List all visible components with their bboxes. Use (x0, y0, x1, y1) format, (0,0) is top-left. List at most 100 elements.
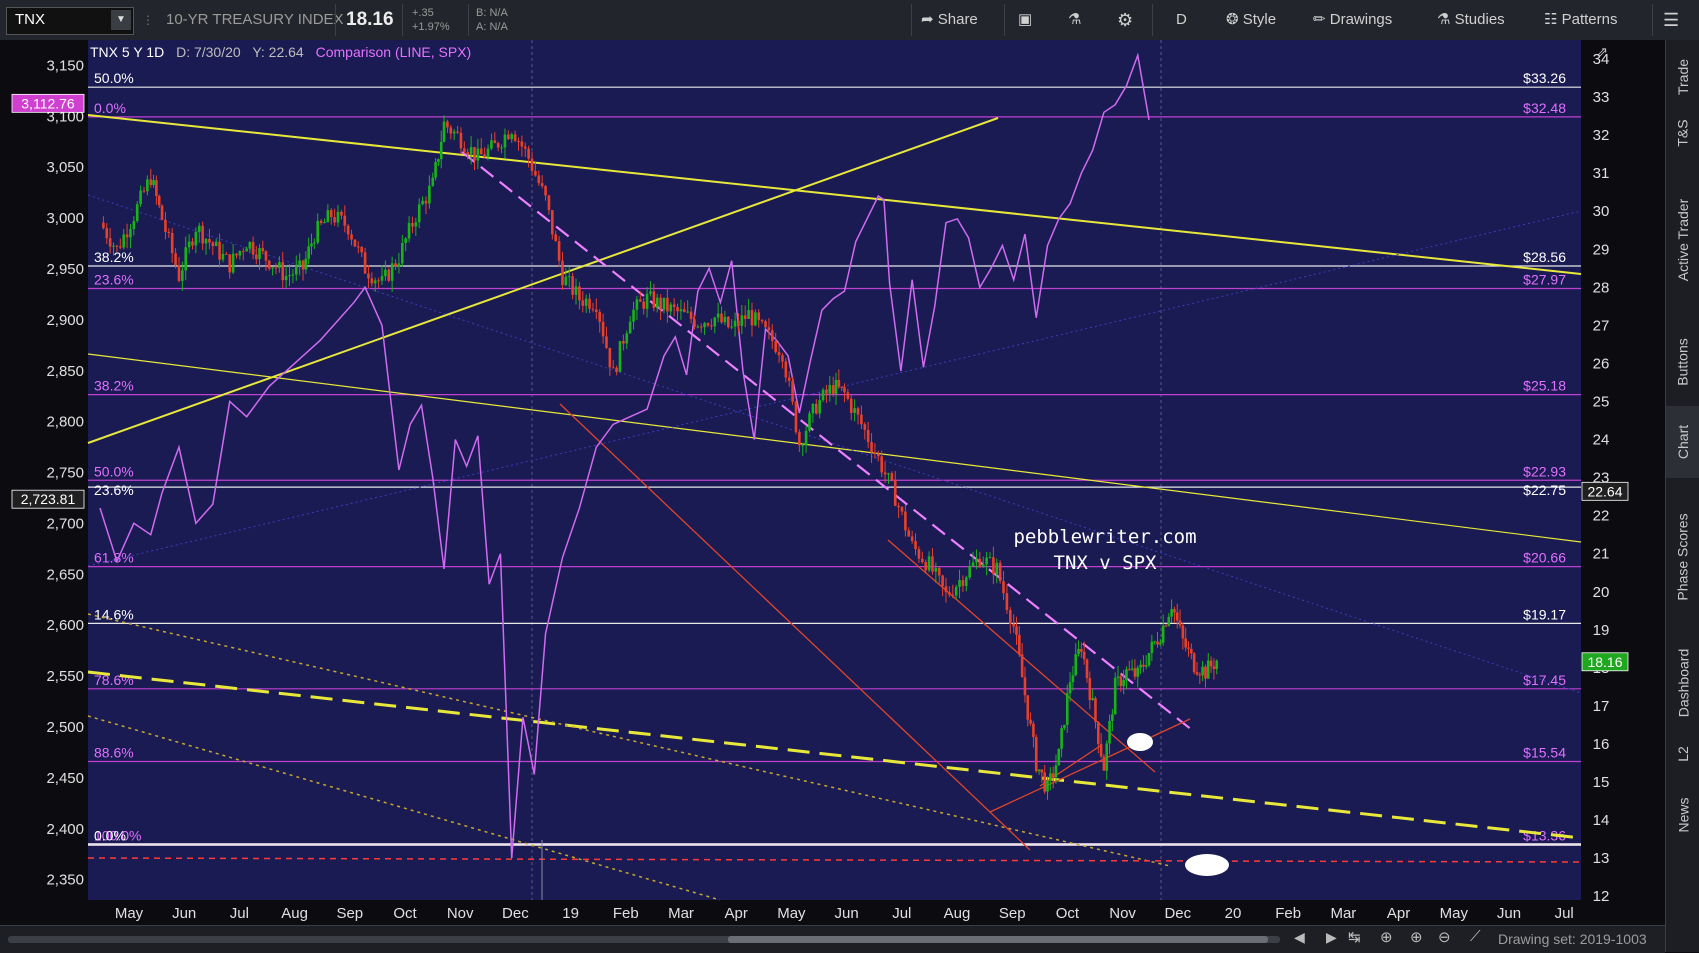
candle-body (1108, 720, 1111, 744)
period-button[interactable]: D (1176, 11, 1187, 28)
style-button[interactable]: ❂ Style (1226, 11, 1277, 28)
gear-icon[interactable]: ⚙ (1117, 10, 1134, 30)
candle-body (319, 220, 323, 224)
side-tab-label: Active Trader (1675, 198, 1692, 282)
candle-body (142, 190, 146, 192)
symbol-dropdown-icon[interactable]: ▼ (111, 10, 131, 30)
right-axis-tick: 12 (1593, 888, 1610, 905)
thin-yellow-line (87, 353, 1582, 543)
spx-cursor-tag-bg (11, 489, 85, 509)
candle-body (261, 248, 265, 252)
red-channel-lower (559, 403, 1031, 851)
side-tab-label: Phase Scores (1675, 513, 1692, 601)
x-axis: May Jun Jul Aug Sep Oct Nov Dec 19 Feb Mar Apr May Ju… (115, 905, 1574, 922)
studies-button[interactable]: ⚗ Studies (1437, 11, 1505, 28)
candle-body (750, 310, 754, 326)
crosshair-icon[interactable]: ⊕ (1380, 929, 1393, 946)
flask-icon[interactable]: ⚗ (1068, 11, 1082, 28)
fib-label-left: 50.0% (94, 70, 134, 86)
candle-body (326, 210, 330, 223)
candle-body (1063, 724, 1066, 729)
candle-body (787, 377, 791, 381)
candle-body (1212, 666, 1216, 669)
candle-body (1159, 642, 1162, 645)
yellow-support-line (87, 117, 999, 444)
candle-body (235, 253, 238, 256)
candle-body (500, 147, 503, 149)
collapse-icon[interactable]: ⇗ (1597, 45, 1608, 60)
x-axis-tick: Jun (835, 905, 859, 922)
candle-body (652, 291, 656, 308)
left-axis-tick: 2,650 (46, 566, 84, 583)
zoom-out-icon[interactable]: ⊖ (1438, 929, 1451, 946)
side-tab-buttons[interactable]: Buttons (1666, 322, 1699, 402)
scrollbar-thumb[interactable] (728, 936, 1268, 943)
candle-body (791, 380, 794, 402)
scroll-right-icon[interactable]: ▶ (1326, 929, 1337, 945)
candle-body (588, 298, 591, 309)
candle-body (255, 254, 258, 260)
drawing-tool-icon[interactable]: ⟋ (1470, 928, 1481, 945)
candle-body (733, 320, 737, 327)
candle-body (1065, 693, 1069, 725)
fit-icon[interactable]: ↹ (1348, 929, 1361, 946)
candle-body (860, 414, 863, 425)
candle-body (635, 299, 639, 310)
candle-body (1209, 660, 1213, 667)
patterns-button[interactable]: ☷ Patterns (1544, 11, 1618, 28)
candle-body (547, 195, 551, 211)
x-axis-tick: 20 (1225, 905, 1242, 922)
candle-body (527, 148, 530, 159)
x-axis-tick: Feb (613, 905, 639, 922)
candle-body (1173, 609, 1176, 613)
zoom-in-icon[interactable]: ⊕ (1410, 929, 1423, 946)
candle-body (1099, 743, 1103, 757)
candle-body (843, 387, 846, 393)
x-axis-tick: Jul (892, 905, 911, 922)
plot-background (88, 40, 1581, 900)
scroll-left-icon[interactable]: ◀ (1294, 929, 1305, 945)
candle-body (740, 315, 744, 326)
candle-body (397, 263, 401, 267)
candle-body (672, 304, 676, 308)
candle-body (910, 536, 914, 542)
candle-body (1178, 620, 1182, 626)
horizontal-scrollbar[interactable] (8, 936, 1280, 943)
side-tab-phase-scores[interactable]: Phase Scores (1666, 482, 1699, 632)
link-icon[interactable]: ⋮ (142, 13, 154, 27)
flexible-grid-icon[interactable]: ▣ (1018, 11, 1033, 28)
candle-body (608, 347, 612, 368)
candle-body (1034, 737, 1038, 772)
candle-body (716, 313, 720, 318)
drawing-set-status[interactable]: Drawing set: 2019-1003 (1498, 931, 1647, 947)
side-tab-news[interactable]: News (1666, 778, 1699, 852)
side-tab-chart[interactable]: Chart (1666, 406, 1699, 478)
drawings-button[interactable]: ✏ Drawings (1313, 11, 1393, 28)
candle-body (281, 262, 285, 281)
menu-icon[interactable]: ☰ (1663, 10, 1680, 30)
candle-body (1015, 626, 1018, 635)
candle-body (340, 211, 343, 216)
candle-body (557, 241, 561, 261)
side-tab-dashboard[interactable]: Dashboard (1666, 636, 1699, 730)
side-tab-l2[interactable]: L2 (1666, 734, 1699, 774)
fib-label-right: $15.54 (1523, 744, 1566, 760)
candle-body (108, 238, 112, 247)
share-button[interactable]: ➦ Share (921, 11, 978, 28)
candle-body (1153, 641, 1156, 643)
side-tab-active-trader[interactable]: Active Trader (1666, 160, 1699, 320)
right-axis-tick: 24 (1593, 432, 1610, 449)
x-axis-tick: Mar (1330, 905, 1356, 922)
symbol-input[interactable]: TNX ▼ (6, 7, 134, 35)
x-axis-tick: Dec (1164, 905, 1191, 922)
side-tab-t-s[interactable]: T&S (1666, 110, 1699, 156)
candle-body (184, 247, 188, 271)
dotted-gold-line-1 (87, 613, 1171, 867)
bottom-bar: ◀ ▶ ↹ ⊕ ⊕ ⊖ ⟋ Drawing set: 2019-1003 (0, 925, 1665, 953)
candle-body (907, 530, 911, 537)
candle-body (544, 186, 547, 196)
spx-line (99, 52, 1150, 859)
side-tab-label: L2 (1674, 746, 1691, 762)
side-tab-trade[interactable]: Trade (1666, 44, 1699, 110)
chart-area[interactable]: 50.0% $33.26 0.0% $32.48 38.2% $28.56 23.6% $27… (0, 40, 1665, 925)
